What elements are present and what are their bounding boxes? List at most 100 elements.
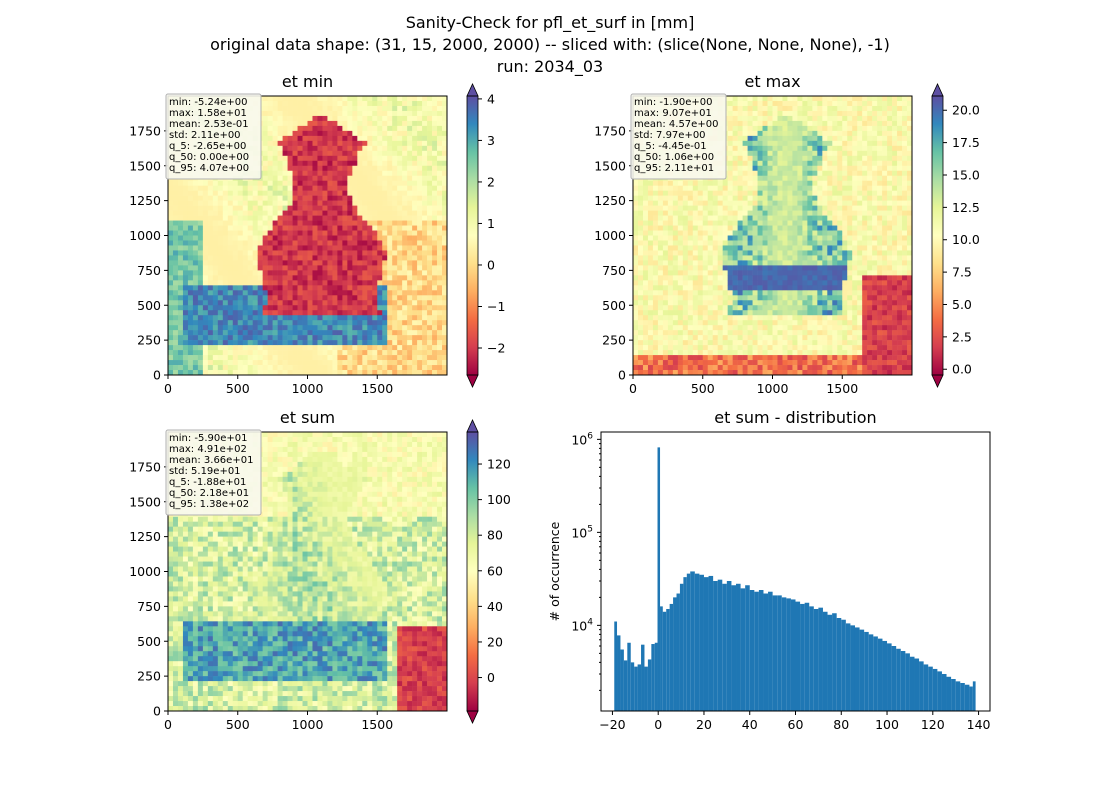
- heatmap-cell: [767, 255, 773, 261]
- heatmap-cell: [672, 370, 679, 376]
- heatmap-cell: [372, 120, 378, 127]
- heatmap-cell: [687, 335, 694, 341]
- heatmap-cell: [732, 160, 738, 167]
- heatmap-cell: [787, 170, 793, 177]
- heatmap-cell: [717, 320, 723, 326]
- heatmap-cell: [227, 370, 234, 376]
- heatmap-cell: [402, 215, 408, 221]
- heatmap-cell: [352, 235, 358, 241]
- heatmap-cell: [437, 270, 443, 276]
- heatmap-cell: [787, 100, 793, 107]
- heatmap-cell: [367, 155, 373, 162]
- heatmap-cell: [662, 235, 669, 241]
- heatmap-cell: [297, 135, 303, 142]
- heatmap-cell: [192, 245, 199, 251]
- heatmap-cell: [757, 255, 763, 261]
- heatmap-cell: [202, 330, 209, 336]
- heatmap-cell: [172, 245, 179, 251]
- heatmap-cell: [177, 335, 184, 341]
- heatmap-cell: [197, 370, 204, 376]
- heatmap-cell: [282, 140, 288, 147]
- heatmap-cell: [437, 300, 443, 306]
- heatmap-cell: [667, 250, 674, 256]
- heatmap-cell: [747, 370, 753, 376]
- heatmap-cell: [267, 360, 273, 366]
- heatmap-cell: [407, 210, 413, 216]
- heatmap-cell: [727, 325, 733, 331]
- heatmap-cell: [202, 185, 209, 191]
- heatmap-cell: [362, 175, 368, 181]
- heatmap-cell: [732, 125, 738, 132]
- heatmap-cell: [752, 220, 758, 226]
- heatmap-cell: [277, 150, 283, 157]
- heatmap-cell: [252, 345, 258, 351]
- heatmap-cell: [412, 365, 418, 371]
- heatmap-cell: [787, 270, 793, 276]
- heatmap-cell: [177, 300, 184, 306]
- heatmap-cell: [667, 355, 674, 361]
- heatmap-cell: [342, 110, 348, 117]
- heatmap-cell: [662, 250, 669, 256]
- heatmap-cell: [362, 330, 368, 336]
- heatmap-cell: [752, 115, 758, 122]
- heatmap-cell: [712, 240, 718, 246]
- heatmap-cell: [217, 220, 224, 226]
- heatmap-cell: [267, 145, 273, 152]
- heatmap-cell: [327, 160, 333, 167]
- heatmap-cell: [372, 205, 378, 211]
- heatmap-cell: [262, 230, 268, 236]
- heatmap-cell: [742, 280, 748, 286]
- heatmap-cell: [327, 350, 333, 356]
- heatmap-cell: [637, 200, 644, 206]
- heatmap-cell: [647, 355, 654, 361]
- heatmap-cell: [247, 215, 253, 221]
- heatmap-cell: [277, 240, 283, 246]
- heatmap-cell: [407, 200, 413, 206]
- heatmap-cell: [227, 245, 234, 251]
- heatmap-cell: [722, 295, 728, 301]
- heatmap-cell: [297, 215, 303, 221]
- heatmap-cell: [337, 130, 343, 137]
- heatmap-cell: [292, 370, 298, 376]
- heatmap-cell: [402, 100, 408, 107]
- heatmap-cell: [352, 245, 358, 251]
- heatmap-cell: [372, 125, 378, 132]
- heatmap-cell: [432, 215, 438, 221]
- heatmap-cell: [677, 310, 684, 316]
- heatmap-cell: [272, 335, 278, 341]
- heatmap-cell: [417, 340, 423, 346]
- heatmap-cell: [322, 180, 328, 186]
- heatmap-cell: [237, 280, 244, 286]
- heatmap-cell: [192, 350, 199, 356]
- heatmap-cell: [777, 215, 783, 221]
- heatmap-cell: [252, 365, 258, 371]
- heatmap-cell: [172, 185, 179, 191]
- heatmap-cell: [657, 235, 664, 241]
- heatmap-cell: [417, 230, 423, 236]
- heatmap-cell: [782, 245, 788, 251]
- heatmap-cell: [332, 140, 338, 147]
- heatmap-cell: [422, 215, 428, 221]
- heatmap-cell: [417, 210, 423, 216]
- heatmap-cell: [633, 340, 639, 346]
- heatmap-cell: [687, 360, 694, 366]
- heatmap-cell: [168, 360, 174, 366]
- heatmap-cell: [657, 195, 664, 201]
- heatmap-cell: [317, 210, 323, 216]
- heatmap-cell: [787, 190, 793, 196]
- heatmap-cell: [652, 320, 659, 326]
- figure-title-line-2: original data shape: (31, 15, 2000, 2000…: [210, 35, 890, 54]
- heatmap-cell: [312, 280, 318, 286]
- heatmap-cell: [752, 340, 758, 346]
- heatmap-cell: [317, 330, 323, 336]
- heatmap-cell: [332, 290, 338, 296]
- heatmap-cell: [437, 145, 443, 152]
- heatmap-cell: [317, 345, 323, 351]
- heatmap-cell: [232, 365, 239, 371]
- heatmap-cell: [187, 280, 194, 286]
- heatmap-cell: [362, 360, 368, 366]
- heatmap-cell: [372, 355, 378, 361]
- heatmap-cell: [272, 315, 278, 321]
- heatmap-cell: [362, 145, 368, 152]
- heatmap-cell: [257, 335, 263, 341]
